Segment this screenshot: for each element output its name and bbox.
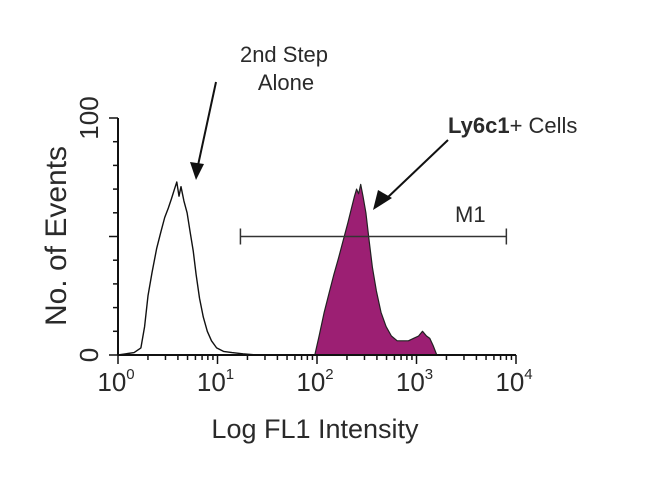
- gate-m1: M1: [239, 202, 508, 245]
- annotation-ly6c1-cells: Ly6c1+ Cells: [373, 113, 577, 210]
- x-tick-label: 104: [495, 366, 532, 397]
- annotation-text-2: Ly6c1+ Cells: [448, 113, 577, 138]
- x-tick-group: 100 101 102 103 104: [97, 355, 533, 397]
- y-tick-group: 0 100: [74, 96, 118, 362]
- x-tick-label: 102: [296, 366, 333, 397]
- series-ly6c1-cells: [314, 183, 438, 356]
- gate-label: M1: [455, 202, 486, 227]
- x-tick-label: 100: [97, 366, 134, 397]
- annotation-line-1: 2nd Step: [240, 42, 328, 67]
- annotation-arrowhead-2: [373, 190, 392, 210]
- annotation-line-2: Alone: [258, 70, 314, 95]
- annotation-2nd-step-alone: 2nd Step Alone: [190, 42, 328, 180]
- annotation-arrowhead-1: [190, 162, 204, 180]
- series-2nd-step-alone: [117, 181, 258, 356]
- x-tick-label: 103: [396, 366, 433, 397]
- annotation-arrow-1: [196, 81, 217, 171]
- x-axis-label: Log FL1 Intensity: [211, 414, 419, 444]
- y-axis-label: No. of Events: [40, 146, 73, 326]
- annotation-bold: Ly6c1: [448, 113, 510, 138]
- annotation-rest: + Cells: [510, 113, 578, 138]
- plot-area: [117, 181, 438, 356]
- x-tick-label: 101: [197, 366, 234, 397]
- y-tick-label: 0: [74, 348, 104, 362]
- annotation-arrow-2: [385, 139, 449, 200]
- y-tick-label: 100: [74, 96, 104, 139]
